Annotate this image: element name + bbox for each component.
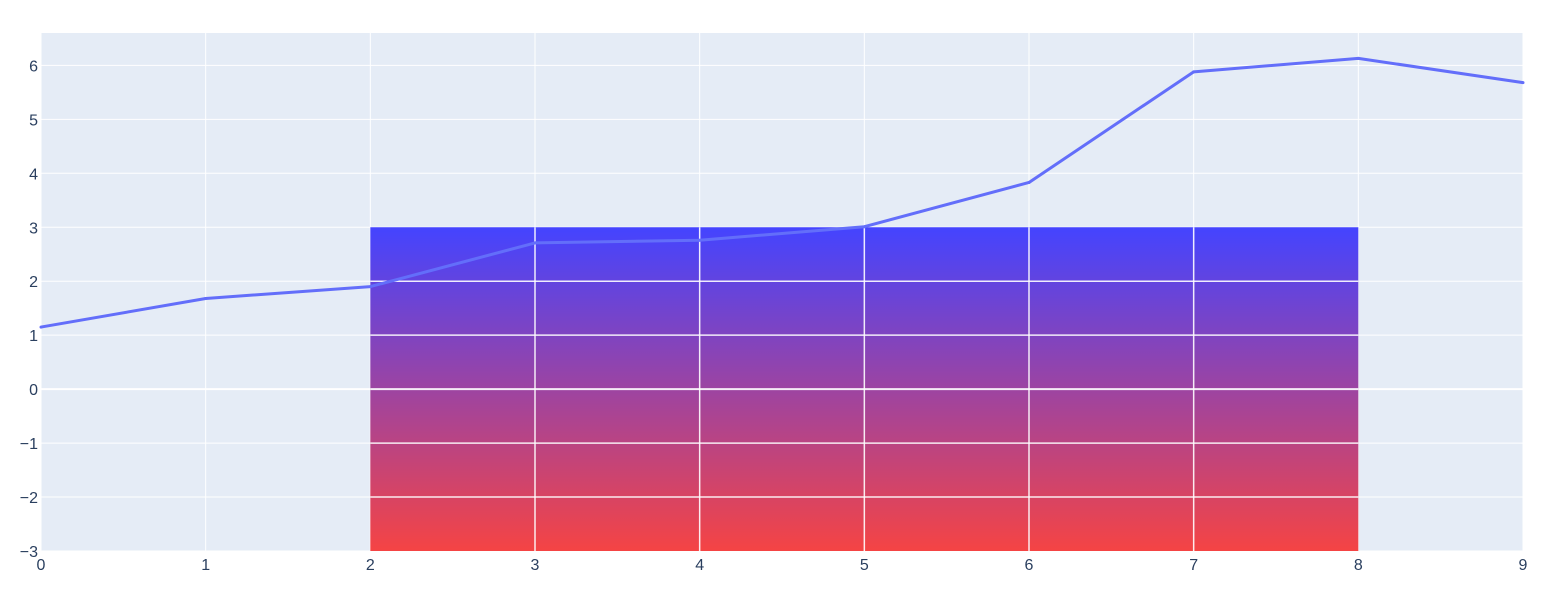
x-tick-label: 5	[860, 557, 869, 574]
x-tick-label: 6	[1025, 557, 1034, 574]
x-tick-label: 9	[1519, 557, 1528, 574]
y-tick-label: 6	[29, 58, 38, 75]
x-tick-label: 4	[695, 557, 704, 574]
x-tick-label: 7	[1189, 557, 1198, 574]
series-point-5	[862, 225, 866, 229]
y-tick-label: 4	[29, 166, 38, 183]
series-point-9	[1521, 81, 1525, 85]
y-axis-ticks: −3 −2 −1 0 1 2 3 4 5 6	[20, 58, 38, 561]
y-tick-label: 2	[29, 274, 38, 291]
series-point-8	[1356, 56, 1360, 60]
x-tick-label: 0	[37, 557, 46, 574]
y-tick-label: −3	[20, 544, 38, 561]
y-tick-label: 0	[29, 382, 38, 399]
y-tick-label: −1	[20, 436, 38, 453]
series-point-7	[1192, 70, 1196, 74]
x-tick-label: 8	[1354, 557, 1363, 574]
y-tick-label: 5	[29, 112, 38, 129]
y-tick-label: 1	[29, 328, 38, 345]
y-tick-label: 3	[29, 220, 38, 237]
series-point-3	[533, 241, 537, 245]
x-tick-label: 3	[531, 557, 540, 574]
series-point-1	[204, 296, 208, 300]
series-point-0	[39, 325, 43, 329]
series-point-2	[368, 285, 372, 289]
x-tick-label: 2	[366, 557, 375, 574]
series-line-0	[40, 56, 1524, 329]
series-point-4	[698, 238, 702, 242]
x-tick-label: 1	[201, 557, 210, 574]
y-tick-label: −2	[20, 490, 38, 507]
shapes-layer	[370, 227, 1359, 551]
series-layer	[39, 56, 1525, 329]
x-axis-ticks: 0 1 2 3 4 5 6 7 8 9	[37, 557, 1528, 574]
series-point-6	[1027, 180, 1031, 184]
